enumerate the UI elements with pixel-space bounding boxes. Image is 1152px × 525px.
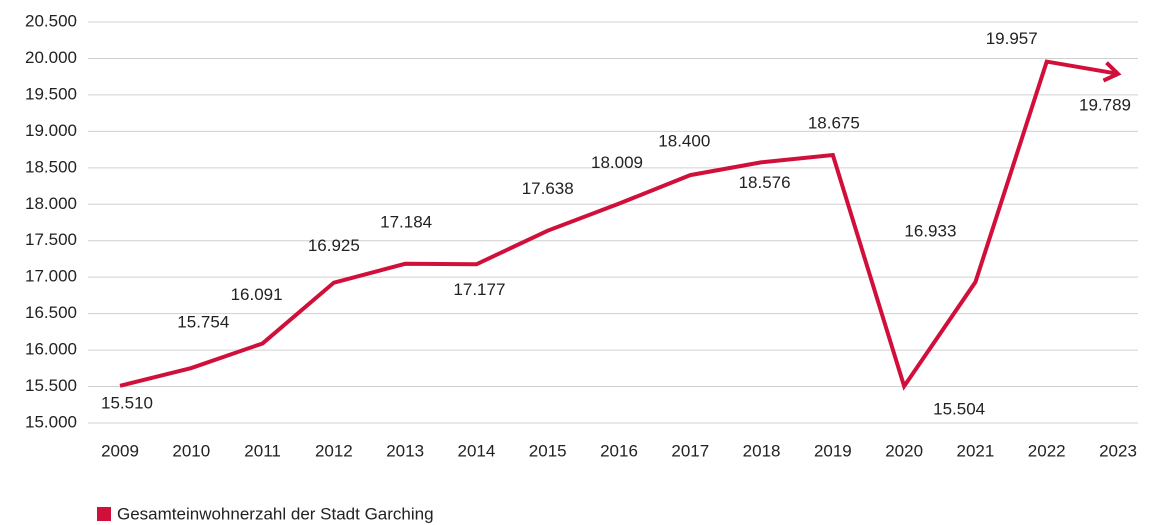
y-tick-label: 18.500 [25, 157, 77, 176]
data-label: 19.789 [1079, 95, 1131, 114]
data-label: 15.754 [177, 313, 229, 332]
data-label: 19.957 [986, 29, 1038, 48]
data-label: 15.504 [933, 400, 985, 419]
x-tick-label: 2009 [101, 441, 139, 460]
data-label: 16.933 [904, 222, 956, 241]
y-tick-label: 16.000 [25, 340, 77, 359]
data-label: 17.177 [453, 280, 505, 299]
y-tick-label: 16.500 [25, 303, 77, 322]
y-tick-label: 19.000 [25, 121, 77, 140]
arrow-head [1102, 61, 1122, 83]
y-tick-label: 15.000 [25, 412, 77, 431]
x-tick-label: 2021 [957, 441, 995, 460]
x-tick-label: 2013 [386, 441, 424, 460]
data-label: 18.675 [808, 114, 860, 133]
legend-swatch [97, 507, 111, 521]
x-tick-label: 2014 [458, 441, 496, 460]
x-tick-label: 2023 [1099, 441, 1137, 460]
x-tick-label: 2017 [671, 441, 709, 460]
y-tick-label: 15.500 [25, 376, 77, 395]
x-tick-label: 2010 [172, 441, 210, 460]
data-label: 17.638 [522, 179, 574, 198]
x-tick-label: 2019 [814, 441, 852, 460]
data-line [119, 59, 1119, 391]
data-label: 18.009 [591, 153, 643, 172]
data-label: 18.400 [658, 132, 710, 151]
y-tick-label: 17.500 [25, 230, 77, 249]
data-label: 16.091 [231, 285, 283, 304]
y-tick-label: 17.000 [25, 267, 77, 286]
data-label: 17.184 [380, 212, 432, 231]
x-tick-label: 2020 [885, 441, 923, 460]
x-tick-label: 2012 [315, 441, 353, 460]
x-tick-label: 2016 [600, 441, 638, 460]
y-tick-label: 19.500 [25, 84, 77, 103]
y-tick-label: 20.500 [25, 11, 77, 30]
y-tick-label: 20.000 [25, 48, 77, 67]
data-label: 15.510 [101, 393, 153, 412]
x-tick-label: 2018 [743, 441, 781, 460]
data-label: 16.925 [308, 236, 360, 255]
x-tick-label: 2015 [529, 441, 567, 460]
y-tick-label: 18.000 [25, 194, 77, 213]
data-label: 18.576 [739, 173, 791, 192]
x-tick-label: 2011 [244, 441, 281, 460]
x-tick-label: 2022 [1028, 441, 1066, 460]
legend-label: Gesamteinwohnerzahl der Stadt Garching [117, 504, 434, 523]
